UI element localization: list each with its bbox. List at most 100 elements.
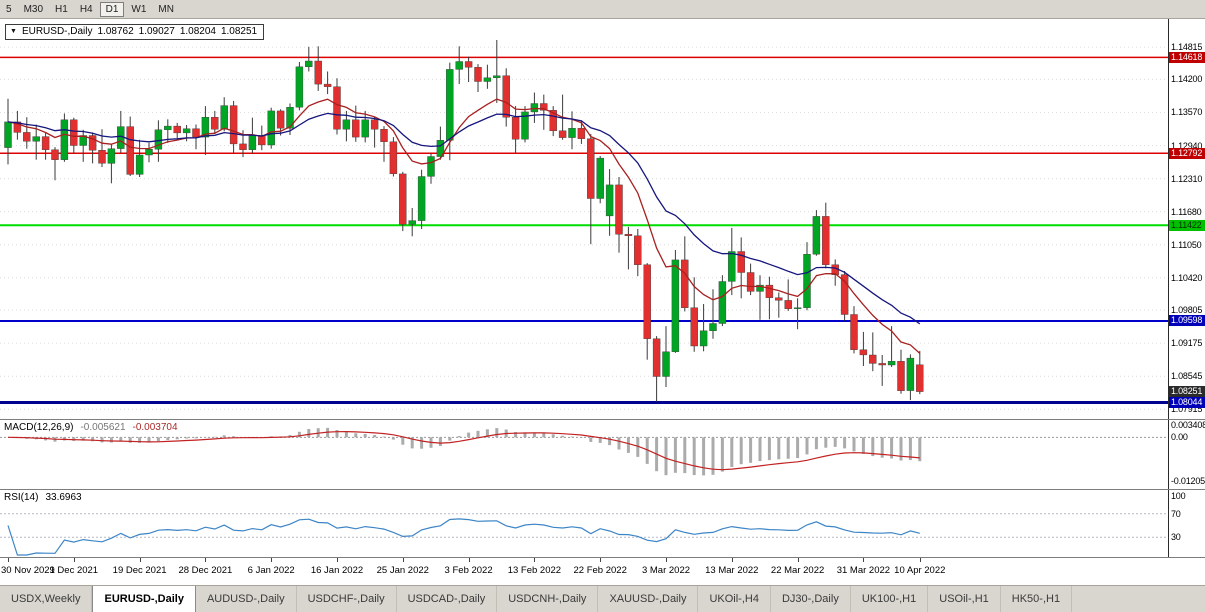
panel-splitter[interactable] [0,557,1205,558]
price-scale-label: 1.08545 [1171,371,1203,382]
tab-usdcad-daily[interactable]: USDCAD-,Daily [397,586,498,612]
tab-eurusd-daily[interactable]: EURUSD-,Daily [92,586,196,612]
main-chart-plot[interactable] [0,19,1168,419]
tab-xauusd-daily[interactable]: XAUUSD-,Daily [598,586,699,612]
date-label: 28 Dec 2021 [178,565,233,576]
ma-slow-line [7,112,921,325]
macd-value-signal: -0.003704 [132,422,178,433]
rsi-scale-label: 70 [1171,508,1181,519]
macd-signal-line [7,430,920,471]
rsi-value: 33.6963 [45,492,82,503]
chart-tab-bar: USDX,Weekly EURUSD-,Daily AUDUSD-,Daily USD… [0,585,1205,612]
date-label: 22 Feb 2022 [573,565,627,576]
tab-ukoil-h4[interactable]: UKOil-,H4 [698,586,771,612]
price-badge-1.14618: 1.14618 [1169,51,1205,63]
timeframe-toolbar: 5 M30 H1 H4 D1 W1 MN [0,0,1205,19]
date-tick [73,558,75,562]
date-tick [666,558,667,562]
macd-scale-label: -0.01205 [1171,476,1205,486]
date-label: 31 Mar 2022 [836,565,891,576]
timeframe-button-H4[interactable]: H4 [79,3,93,15]
symbol-dropdown-arrow-icon[interactable]: ▼ [10,28,17,35]
macd-plot[interactable] [0,420,1168,489]
date-tick [8,558,9,562]
date-tick [402,558,404,562]
price-scale-label: 1.14200 [1171,74,1203,85]
rsi-panel: 100 70 30 RSI(14) 33.6963 [0,490,1205,557]
date-tick [337,558,338,562]
macd-value-main: -0.005621 [80,422,126,433]
tab-audusd-daily[interactable]: AUDUSD-,Daily [196,586,297,612]
price-scale-label: 1.07915 [1171,404,1203,415]
tab-dj30-daily[interactable]: DJ30-,Daily [771,586,851,612]
date-tick [731,558,733,562]
macd-scale[interactable]: 0.003408 0.00 -0.01205 [1168,420,1205,489]
date-tick [797,558,799,562]
date-tick [468,558,470,562]
timeframe-button-5[interactable]: 5 [6,3,12,15]
rsi-scale[interactable]: 100 70 30 [1168,490,1205,557]
timeframe-button-W1[interactable]: W1 [131,3,147,15]
price-scale-label: 1.11680 [1171,206,1202,217]
chart-title-box: ▼ EURUSD-,Daily 1.08762 1.09027 1.08204 … [5,24,265,40]
macd-scale-label: 0.003408 [1171,420,1205,430]
timeframe-button-MN[interactable]: MN [158,3,174,15]
date-label: 13 Mar 2022 [705,565,759,576]
date-tick [205,558,207,562]
main-chart-panel: 1.14815 1.14200 1.13570 1.12940 1.12310 1.116… [0,19,1205,419]
rsi-scale-label: 100 [1171,491,1186,501]
price-scale-label: 1.12940 [1171,140,1203,151]
date-label: 16 Jan 2022 [310,565,364,576]
price-gridlines [0,46,1168,410]
price-badge-1.11422: 1.11422 [1169,219,1205,231]
price-badge-1.08044: 1.08044 [1169,397,1205,409]
price-badge-1.12792: 1.12792 [1169,147,1205,159]
panel-splitter[interactable] [0,489,1205,490]
price-scale-label: 1.10420 [1171,272,1203,283]
tab-uk100-h1[interactable]: UK100-,H1 [851,586,929,612]
price-scale-label: 1.13570 [1171,107,1203,118]
macd-scale-label: 0.00 [1171,432,1188,443]
ohlc-close: 1.08251 [220,26,258,37]
price-badge-1.09598: 1.09598 [1169,315,1205,327]
price-scale-label: 1.09175 [1171,338,1203,349]
tab-usdx-weekly[interactable]: USDX,Weekly [0,586,93,612]
price-scale-label: 1.12310 [1171,173,1203,184]
date-label: 6 Jan 2022 [247,565,295,576]
timeframe-button-D1[interactable]: D1 [99,1,125,17]
price-scale[interactable]: 1.14815 1.14200 1.13570 1.12940 1.12310 1.116… [1168,19,1205,419]
ma-fast-line [7,98,921,354]
date-label: 25 Jan 2022 [376,565,429,576]
tab-usdcnh-daily[interactable]: USDCNH-,Daily [497,586,599,612]
date-tick [139,558,141,562]
date-label: 3 Mar 2022 [641,565,691,576]
tab-usoil-h1[interactable]: USOil-,H1 [928,586,1001,612]
rsi-plot[interactable] [0,490,1168,557]
date-tick [534,558,536,562]
tab-usdchf-daily[interactable]: USDCHF-,Daily [297,586,397,612]
rsi-name: RSI(14) [4,492,39,503]
price-scale-label: 1.14815 [1171,42,1203,53]
timeframe-button-M30[interactable]: M30 [23,3,44,15]
tab-hk50-h1[interactable]: HK50-,H1 [1001,586,1073,612]
ohlc-open: 1.08762 [97,26,134,37]
date-label: 30 Nov 2021 [1,565,55,576]
date-tick [271,558,273,562]
date-axis[interactable]: 30 Nov 2021 9 Dec 2021 19 Dec 2021 28 Dec 2… [0,558,1205,585]
date-tick [919,558,921,562]
date-label: 19 Dec 2021 [112,565,167,576]
macd-panel: 0.003408 0.00 -0.01205 MACD(12,26,9) -0.00… [0,420,1205,489]
macd-name: MACD(12,26,9) [4,422,74,433]
date-label: 9 Dec 2021 [49,565,99,576]
timeframe-button-H1[interactable]: H1 [55,3,68,15]
date-tick [600,558,602,562]
panel-splitter[interactable] [0,419,1205,420]
rsi-line [7,518,920,556]
price-scale-label: 1.09805 [1171,305,1203,316]
date-label: 10 Apr 2022 [894,565,946,576]
price-scale-label: 1.11050 [1171,239,1202,250]
candlestick-series [4,40,924,402]
price-badge-1.08251: 1.08251 [1169,386,1205,398]
macd-histogram [15,427,922,476]
